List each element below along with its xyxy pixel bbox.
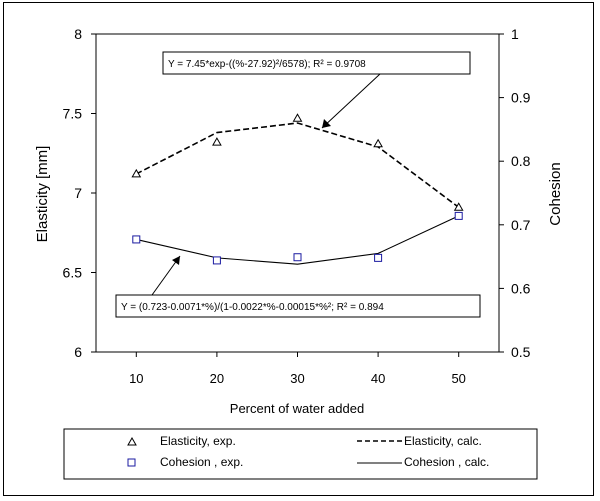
annotation-elasticity-arrow: [321, 73, 381, 129]
x-tick-label: 40: [371, 371, 385, 386]
y-axis-right-title: Cohesion: [547, 162, 564, 225]
left-axis-ticks: 6 6.5 7 7.5 8: [63, 26, 96, 360]
elasticity-exp-point: [212, 137, 222, 146]
left-tick-label: 6: [74, 344, 82, 360]
right-tick-label: 0.6: [511, 280, 531, 296]
elasticity-exp-point: [453, 202, 464, 211]
annotation-elasticity-arrowhead: [322, 119, 331, 128]
legend-elasticity-calc-label: Elasticity, calc.: [404, 434, 482, 448]
legend-cohesion-exp-marker: [127, 458, 136, 467]
legend-box: [63, 428, 538, 480]
cohesion-exp-point: [454, 211, 463, 220]
legend-elasticity-exp-label: Elasticity, exp.: [160, 434, 236, 448]
cohesion-calc-line: [136, 215, 459, 265]
right-tick-label: 0.8: [511, 153, 531, 169]
elasticity-exp-point: [131, 168, 142, 178]
cohesion-exp-point: [293, 253, 302, 262]
x-tick-label: 50: [451, 371, 465, 386]
legend-cohesion-exp-label: Cohesion , exp.: [160, 455, 243, 469]
x-axis-ticks: 10 20 30 40 50: [129, 352, 466, 386]
right-tick-label: 0.7: [511, 217, 531, 233]
cohesion-exp-point: [374, 253, 383, 262]
x-tick-label: 10: [129, 371, 143, 386]
left-tick-label: 8: [74, 26, 82, 42]
x-tick-label: 30: [290, 371, 304, 386]
annotation-cohesion-arrowhead: [172, 256, 180, 265]
legend-cohesion-calc-label: Cohesion , calc.: [404, 455, 489, 469]
cohesion-exp-point: [212, 256, 221, 265]
elasticity-exp-point: [373, 138, 383, 148]
right-tick-label: 0.9: [511, 90, 531, 106]
left-tick-label: 7.5: [63, 106, 83, 122]
right-tick-label: 1: [511, 26, 519, 42]
x-axis-title: Percent of water added: [230, 401, 364, 416]
series-group: [131, 113, 464, 265]
left-tick-label: 7: [74, 185, 82, 201]
annotation-cohesion-arrow: [151, 255, 181, 296]
elasticity-exp-point: [292, 113, 303, 122]
annotation-cohesion: Y = (0.723-0.0071*%)/(1-0.0022*%-0.00015…: [121, 302, 384, 313]
x-tick-label: 20: [210, 371, 224, 386]
legend-elasticity-exp-marker: [127, 436, 137, 446]
annotation-elasticity-box: [162, 51, 471, 75]
left-tick-label: 6.5: [63, 265, 83, 281]
chart-frame: [3, 2, 594, 496]
annotation-elasticity: Y = 7.45*exp-((%-27.92)²/6578); R² = 0.9…: [168, 59, 366, 70]
right-axis-ticks: 0.5 0.6 0.7 0.8 0.9 1: [499, 26, 531, 360]
cohesion-exp-point: [132, 235, 141, 244]
y-axis-left-title: Elasticity [mm]: [34, 146, 51, 243]
right-tick-label: 0.5: [511, 344, 531, 360]
annotation-cohesion-box: [115, 294, 481, 318]
elasticity-calc-line: [135, 122, 460, 208]
